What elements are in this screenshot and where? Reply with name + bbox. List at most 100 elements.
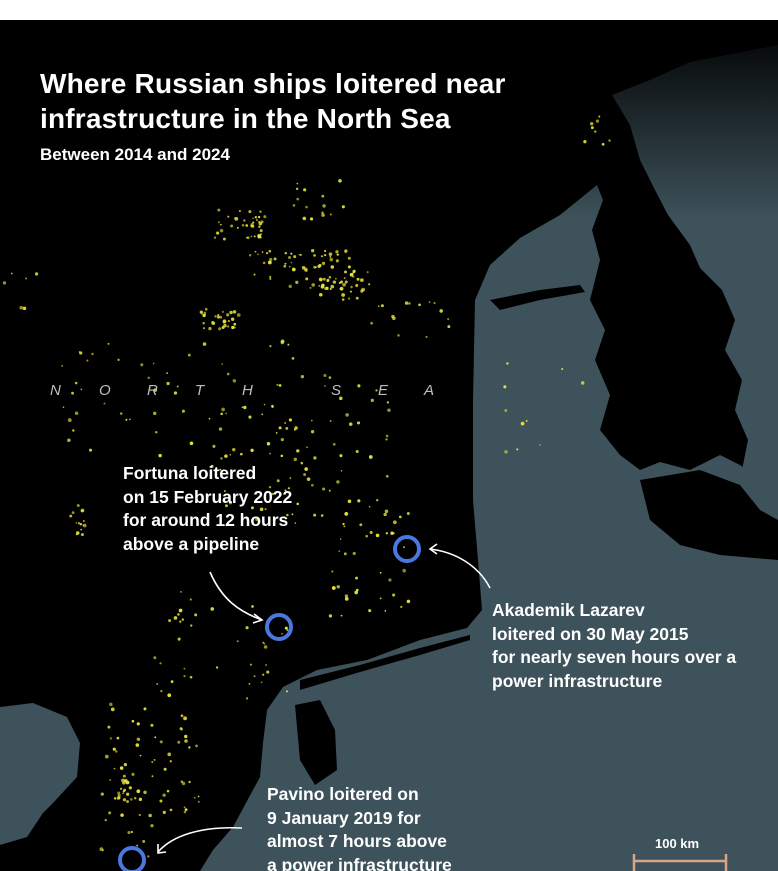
ship-position-dot [216,315,220,319]
ship-position-dot [344,251,347,254]
ship-position-dot [202,313,206,318]
ship-position-dot [245,697,249,700]
sea-label-letter: R [147,382,158,399]
ship-position-dot [220,412,223,416]
ship-position-dot [255,218,258,221]
ship-position-dot [284,251,287,255]
highlight-circle-pavino[interactable] [118,846,146,871]
ship-position-dot [293,457,298,462]
ship-position-dot [344,594,349,598]
ship-position-dot [223,323,227,328]
ship-position-dot [329,257,334,262]
ship-position-dot [370,398,374,402]
ship-position-dot [332,280,337,284]
ship-position-dot [241,224,245,227]
ship-position-dot [349,290,352,293]
annotation-line: for around 12 hours [123,510,289,530]
ship-position-dot [220,457,223,460]
ship-position-dot [365,534,369,538]
ship-position-dot [160,689,163,693]
ship-position-dot [300,374,305,379]
ship-position-dot [385,475,389,478]
ship-position-dot [195,744,198,748]
scale-bar [632,854,728,871]
ship-position-dot [130,798,133,801]
sea-label-letter: E [378,382,389,399]
ship-position-dot [250,235,253,238]
ship-position-dot [285,426,289,430]
ship-position-dot [328,614,333,618]
ship-position-dot [183,667,186,670]
ship-position-dot [170,680,174,684]
ship-position-dot [128,418,131,421]
ship-position-dot [259,507,264,512]
ship-position-dot [166,381,170,386]
ship-position-dot [504,409,508,412]
ship-position-dot [88,448,93,452]
ship-position-dot [344,280,348,284]
ship-position-dot [250,448,254,453]
ship-position-dot [188,746,191,749]
ship-position-dot [208,326,212,331]
ship-position-dot [370,321,373,325]
ship-position-dot [313,254,316,257]
ship-position-dot [22,306,27,311]
ship-position-dot [375,533,380,538]
ship-position-dot [120,813,124,817]
ship-position-dot [263,645,268,649]
ship-position-dot [159,740,163,744]
ship-position-dot [187,353,191,357]
ship-position-dot [375,389,378,392]
ship-position-dot [143,790,147,795]
ship-position-dot [248,210,252,214]
ship-position-dot [269,452,271,455]
ship-position-dot [127,830,131,835]
ship-position-dot [166,372,169,375]
ship-position-dot [332,442,336,446]
ship-position-dot [153,656,157,660]
ship-position-dot [234,217,237,220]
annotation-line: power infrastructure [492,670,663,691]
ship-position-dot [147,855,150,858]
ship-position-dot [539,444,541,446]
ship-position-dot [377,305,380,308]
ship-position-dot [181,781,186,786]
ship-position-dot [321,194,325,198]
ship-position-dot [78,351,81,353]
ship-position-dot [122,781,126,785]
ship-position-dot [339,286,344,291]
baltic-sea [640,470,778,560]
ship-position-dot [183,810,187,814]
sea-label-letter: N [50,382,61,399]
ship-position-dot [330,265,335,269]
ship-position-dot [320,514,324,517]
ship-position-dot [331,570,334,573]
ship-position-dot [359,278,364,282]
ship-position-dot [601,142,605,146]
ship-position-dot [180,591,182,593]
ship-position-dot [303,473,307,477]
ship-position-dot [269,257,273,262]
ship-position-dot [313,456,317,460]
ship-position-dot [392,593,396,597]
ship-position-dot [397,334,400,337]
ship-position-dot [388,578,392,582]
ship-position-dot [335,259,339,263]
ship-position-dot [598,115,601,118]
ship-position-dot [252,217,254,220]
ship-position-dot [75,522,78,524]
ship-position-dot [321,213,325,217]
ship-position-dot [218,327,222,331]
highlight-circle-lazarev[interactable] [393,535,421,563]
ship-position-dot [246,236,248,239]
ship-position-dot [184,808,188,812]
ship-position-dot [34,272,39,276]
highlight-circle-fortuna[interactable] [265,613,293,641]
ship-position-dot [122,798,127,802]
ship-position-dot [336,585,340,589]
ship-position-dot [302,216,307,221]
ship-position-dot [322,204,326,208]
ship-position-dot [169,760,172,763]
ijsselmeer [295,700,337,785]
ship-position-dot [189,441,194,446]
